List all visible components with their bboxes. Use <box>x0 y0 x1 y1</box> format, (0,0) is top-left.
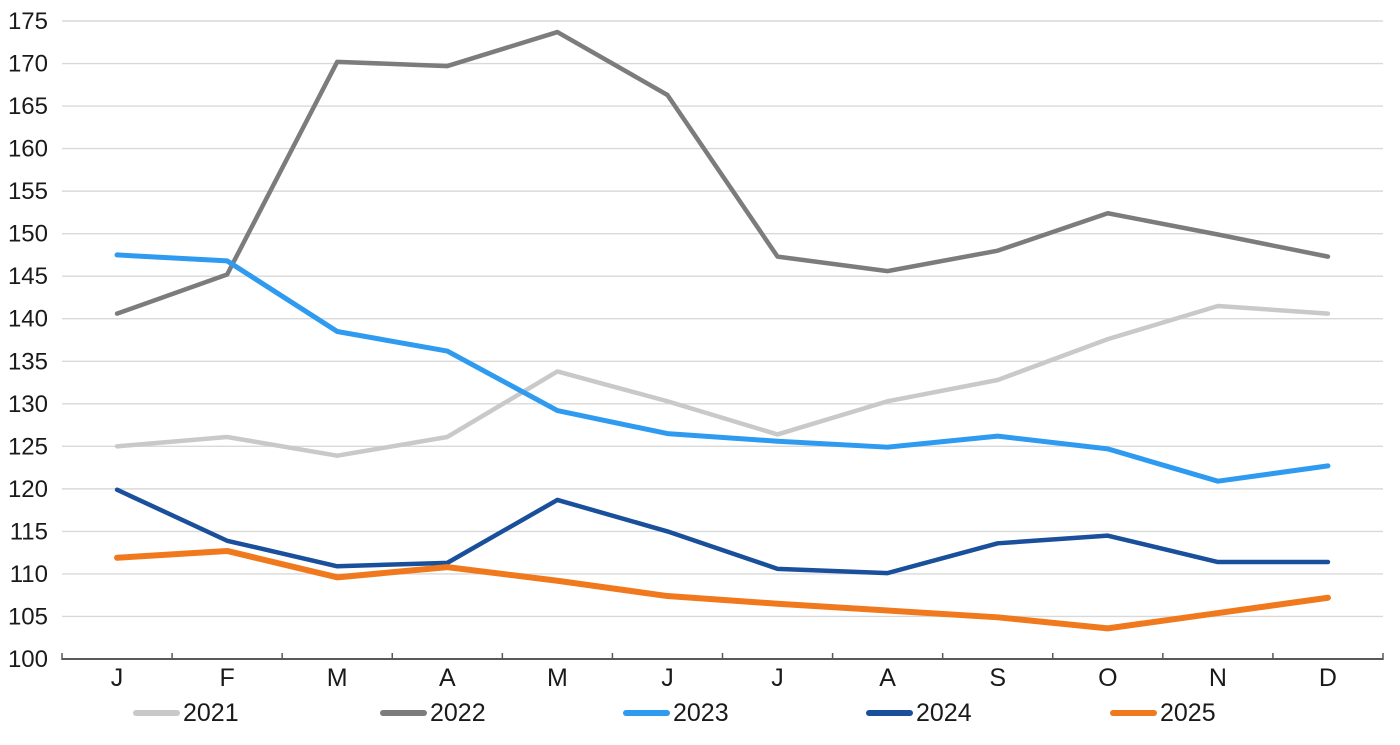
x-tick-label: D <box>1319 664 1337 692</box>
x-tick-label: M <box>327 664 348 692</box>
x-tick-label: A <box>439 664 456 692</box>
series-line-2021 <box>114 303 1331 458</box>
series-line-2023 <box>114 252 1331 484</box>
legend-item-2025: 2025 <box>1110 698 1216 728</box>
legend-swatch-2021 <box>133 710 180 716</box>
legend-swatch-2023 <box>623 710 670 716</box>
y-tick-label: 100 <box>8 646 48 673</box>
series-line-2022 <box>114 29 1331 316</box>
x-tick-label: F <box>219 664 234 692</box>
y-tick-label: 115 <box>10 518 48 545</box>
y-tick-label: 145 <box>8 263 48 290</box>
y-tick-label: 170 <box>8 51 48 78</box>
legend-item-2022: 2022 <box>380 698 486 728</box>
y-tick-label: 125 <box>8 433 48 460</box>
x-tick-label: O <box>1098 664 1117 692</box>
y-tick-label: 105 <box>8 603 48 630</box>
legend-label: 2022 <box>430 698 486 727</box>
x-tick-label: J <box>661 664 674 692</box>
y-tick-label: 135 <box>8 348 48 375</box>
legend-item-2024: 2024 <box>866 698 972 728</box>
legend-item-2023: 2023 <box>623 698 729 728</box>
series-line-2024 <box>114 487 1331 576</box>
legend-label: 2021 <box>183 698 239 727</box>
x-tick-label: N <box>1209 664 1227 692</box>
y-tick-label: 130 <box>8 391 48 418</box>
x-tick-label: J <box>111 664 124 692</box>
legend-label: 2024 <box>916 698 972 727</box>
x-tick-label: J <box>771 664 784 692</box>
y-tick-label: 110 <box>10 561 48 588</box>
y-tick-label: 160 <box>8 136 48 163</box>
series-line-2025 <box>114 547 1331 632</box>
y-tick-label: 165 <box>8 93 48 120</box>
y-tick-label: 155 <box>8 178 48 205</box>
legend-label: 2025 <box>1160 698 1216 727</box>
x-tick-label: S <box>989 664 1006 692</box>
y-tick-label: 150 <box>8 221 48 248</box>
x-tick-label: A <box>879 664 896 692</box>
y-tick-label: 140 <box>8 306 48 333</box>
legend-swatch-2024 <box>866 710 913 716</box>
legend-swatch-2025 <box>1110 710 1157 716</box>
y-tick-label: 120 <box>8 476 48 503</box>
y-tick-label: 175 <box>8 8 48 35</box>
legend-item-2021: 2021 <box>133 698 239 728</box>
legend-label: 2023 <box>673 698 729 727</box>
x-tick-label: M <box>547 664 568 692</box>
legend-swatch-2022 <box>380 710 427 716</box>
chart-legend: 2021 2022 2023 2024 2025 <box>0 698 1400 732</box>
